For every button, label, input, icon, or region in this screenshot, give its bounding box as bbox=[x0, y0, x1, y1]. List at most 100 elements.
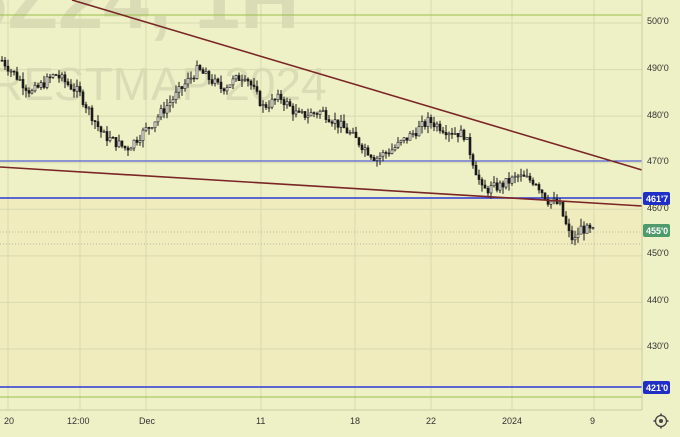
candle bbox=[360, 143, 364, 154]
candle bbox=[264, 101, 268, 110]
candle-body bbox=[543, 192, 547, 200]
candle bbox=[210, 74, 214, 86]
candle-body bbox=[33, 84, 37, 92]
candle-body bbox=[318, 110, 322, 115]
candle bbox=[219, 75, 223, 93]
candle-body bbox=[378, 155, 382, 159]
level-badge-label: 421'0 bbox=[646, 383, 668, 393]
candle bbox=[180, 86, 184, 96]
candle bbox=[111, 136, 115, 139]
candle-body bbox=[579, 225, 583, 235]
candle-body bbox=[18, 79, 22, 81]
lower-trend-line[interactable] bbox=[0, 166, 643, 207]
candle-body bbox=[246, 78, 250, 82]
candle-body bbox=[342, 120, 346, 129]
candle-body bbox=[3, 60, 7, 67]
candle-body bbox=[66, 81, 70, 85]
candle bbox=[198, 64, 202, 72]
candle-body bbox=[291, 105, 295, 115]
candle-body bbox=[306, 115, 310, 118]
trend-lines[interactable] bbox=[0, 0, 643, 207]
candle-body bbox=[447, 132, 451, 136]
candle bbox=[156, 114, 160, 126]
candle-body bbox=[375, 157, 379, 161]
candle-body bbox=[480, 179, 484, 186]
candle bbox=[402, 137, 406, 144]
candle-body bbox=[225, 87, 229, 92]
candlestick-series bbox=[0, 56, 595, 246]
candle bbox=[66, 78, 70, 87]
candle bbox=[159, 104, 163, 121]
candle bbox=[300, 108, 304, 115]
last-price-badge[interactable]: 455'0 bbox=[643, 224, 670, 237]
candle-body bbox=[522, 174, 526, 177]
candle-body bbox=[189, 77, 193, 80]
candle-body bbox=[204, 71, 208, 74]
candle bbox=[93, 120, 97, 129]
candle-body bbox=[60, 74, 64, 79]
candle bbox=[510, 175, 514, 186]
candle-body bbox=[348, 132, 352, 134]
candle bbox=[6, 59, 10, 76]
candle bbox=[345, 123, 349, 134]
candle bbox=[450, 127, 454, 139]
price-tick-label: 440'0 bbox=[647, 295, 669, 305]
candle-body bbox=[477, 174, 481, 180]
candle-body bbox=[420, 121, 424, 127]
candle bbox=[366, 145, 370, 156]
time-axis-labels: 20 12:00 Dec 11 18 22 2024 9 bbox=[4, 416, 595, 426]
upper-trend-line[interactable] bbox=[71, 0, 643, 171]
candle bbox=[576, 227, 580, 243]
candle bbox=[273, 98, 277, 105]
candle-body bbox=[162, 108, 166, 114]
candle-body bbox=[138, 140, 142, 143]
candle-body bbox=[300, 111, 304, 113]
candle bbox=[195, 60, 199, 80]
candle-body bbox=[6, 65, 10, 72]
time-axis-panel[interactable] bbox=[0, 410, 680, 432]
candle bbox=[591, 226, 595, 230]
candle bbox=[420, 115, 424, 134]
candle-body bbox=[114, 137, 118, 148]
candle bbox=[252, 78, 256, 90]
candle bbox=[531, 177, 535, 187]
candle-body bbox=[492, 182, 496, 187]
gear-icon[interactable] bbox=[653, 413, 669, 429]
candle bbox=[582, 221, 586, 241]
candle-body bbox=[369, 154, 373, 158]
candle bbox=[267, 100, 271, 113]
candle bbox=[9, 68, 13, 77]
candle-body bbox=[558, 201, 562, 204]
candle-body bbox=[24, 87, 28, 91]
candle-body bbox=[81, 91, 85, 105]
candle-body bbox=[351, 131, 355, 134]
price-tick-label: 490'0 bbox=[647, 63, 669, 73]
candle bbox=[318, 109, 322, 119]
candle bbox=[288, 98, 292, 107]
last-price-label: 455'0 bbox=[646, 226, 668, 236]
candle-body bbox=[105, 131, 109, 142]
candle-body bbox=[411, 133, 415, 135]
horizontal-levels[interactable] bbox=[0, 14, 642, 398]
candle bbox=[342, 114, 346, 129]
candle bbox=[528, 172, 532, 183]
gridlines bbox=[0, 0, 642, 410]
candle-body bbox=[93, 120, 97, 123]
candle bbox=[12, 70, 16, 76]
time-tick-label: 18 bbox=[350, 416, 360, 426]
candle bbox=[141, 127, 145, 148]
candle-body bbox=[387, 152, 391, 155]
candle-body bbox=[180, 86, 184, 89]
candle-body bbox=[72, 88, 76, 92]
candle bbox=[372, 154, 376, 162]
candle bbox=[174, 85, 178, 104]
level-badge-461[interactable]: 461'7 bbox=[643, 192, 670, 205]
time-tick-label: 2024 bbox=[502, 416, 522, 426]
candle-body bbox=[372, 157, 376, 161]
level-badge-421[interactable]: 421'0 bbox=[643, 381, 670, 394]
candle-body bbox=[177, 86, 181, 93]
candle-body bbox=[111, 137, 115, 139]
candle-body bbox=[159, 108, 163, 118]
